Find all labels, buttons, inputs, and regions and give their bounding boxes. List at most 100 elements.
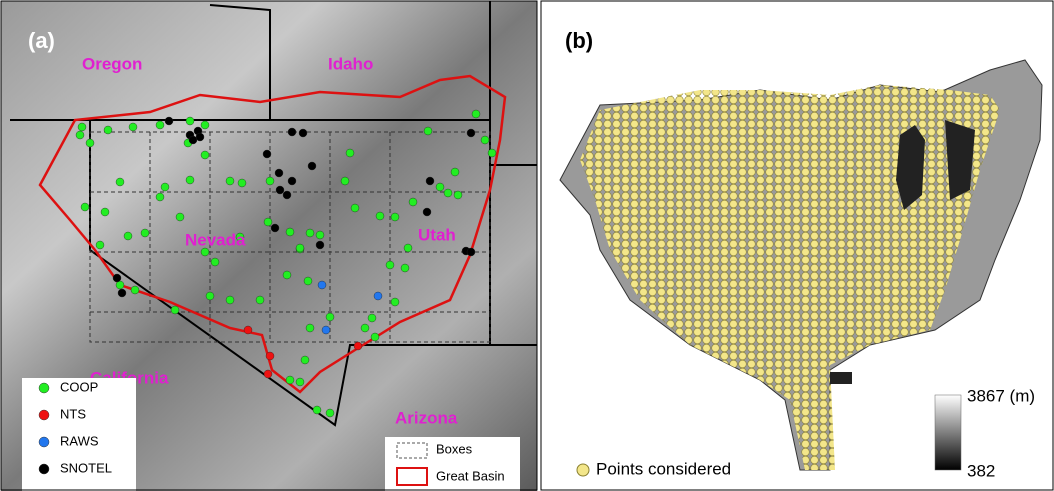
station <box>226 296 234 304</box>
station <box>263 150 271 158</box>
station <box>467 248 475 256</box>
station <box>196 133 204 141</box>
station <box>264 218 272 226</box>
box-legend: Boxes Great Basin <box>385 437 520 491</box>
station <box>275 169 283 177</box>
station <box>131 286 139 294</box>
legend-label: Great Basin <box>436 468 505 483</box>
station <box>326 409 334 417</box>
station <box>211 258 219 266</box>
figure: (a) Oregon Idaho Nevada Utah California … <box>0 0 1054 491</box>
station <box>299 129 307 137</box>
station <box>156 121 164 129</box>
station <box>206 292 214 300</box>
station <box>226 177 234 185</box>
legend-marker <box>39 464 49 474</box>
station <box>444 189 452 197</box>
station <box>322 326 330 334</box>
station <box>296 378 304 386</box>
station <box>264 370 272 378</box>
station <box>104 126 112 134</box>
station <box>304 277 312 285</box>
state-label: Oregon <box>82 54 142 73</box>
station <box>141 229 149 237</box>
station <box>451 168 459 176</box>
panel-label: (a) <box>28 28 55 53</box>
station <box>296 244 304 252</box>
station <box>391 298 399 306</box>
station <box>238 179 246 187</box>
station <box>341 177 349 185</box>
legend-label: RAWS <box>60 433 99 448</box>
legend-label: Boxes <box>436 441 473 456</box>
station <box>308 162 316 170</box>
station <box>424 127 432 135</box>
station <box>266 177 274 185</box>
legend-marker <box>39 437 49 447</box>
station <box>165 117 173 125</box>
station <box>186 176 194 184</box>
station <box>306 324 314 332</box>
station <box>426 177 434 185</box>
station <box>371 333 379 341</box>
station <box>286 228 294 236</box>
station <box>156 193 164 201</box>
station <box>189 136 197 144</box>
station <box>354 342 362 350</box>
station <box>116 178 124 186</box>
station <box>161 183 169 191</box>
station <box>171 306 179 314</box>
station <box>301 356 309 364</box>
station <box>86 139 94 147</box>
station <box>286 376 294 384</box>
station-legend: COOP NTS RAWS SNOTEL <box>22 378 136 491</box>
station <box>361 324 369 332</box>
station <box>346 149 354 157</box>
station <box>316 241 324 249</box>
state-label: Idaho <box>328 54 373 73</box>
station <box>201 121 209 129</box>
legend-label: SNOTEL <box>60 460 112 475</box>
station <box>283 271 291 279</box>
station <box>326 313 334 321</box>
station <box>244 326 252 334</box>
state-label: Nevada <box>185 230 246 249</box>
station <box>423 208 431 216</box>
station <box>368 314 376 322</box>
station <box>124 232 132 240</box>
station <box>313 406 321 414</box>
station <box>316 231 324 239</box>
station <box>283 191 291 199</box>
station <box>186 117 194 125</box>
station <box>276 186 284 194</box>
station <box>488 149 496 157</box>
station <box>404 244 412 252</box>
station <box>288 128 296 136</box>
colorbar-max: 3867 (m) <box>967 386 1035 405</box>
station <box>454 191 462 199</box>
station <box>376 212 384 220</box>
station <box>318 281 326 289</box>
station <box>76 131 84 139</box>
state-label: Arizona <box>395 408 458 427</box>
legend-label: NTS <box>60 406 86 421</box>
station <box>386 261 394 269</box>
colorbar-min: 382 <box>967 461 995 480</box>
station <box>374 292 382 300</box>
state-label: Utah <box>418 225 456 244</box>
station <box>288 177 296 185</box>
legend-marker <box>39 410 49 420</box>
station <box>129 123 137 131</box>
legend-label: COOP <box>60 379 98 394</box>
station <box>81 203 89 211</box>
station <box>409 198 417 206</box>
station <box>118 289 126 297</box>
station <box>96 241 104 249</box>
station <box>436 183 444 191</box>
station <box>78 123 86 131</box>
legend-label: Points considered <box>596 459 731 478</box>
station <box>401 264 409 272</box>
station <box>391 213 399 221</box>
colorbar <box>935 395 961 470</box>
station <box>201 151 209 159</box>
